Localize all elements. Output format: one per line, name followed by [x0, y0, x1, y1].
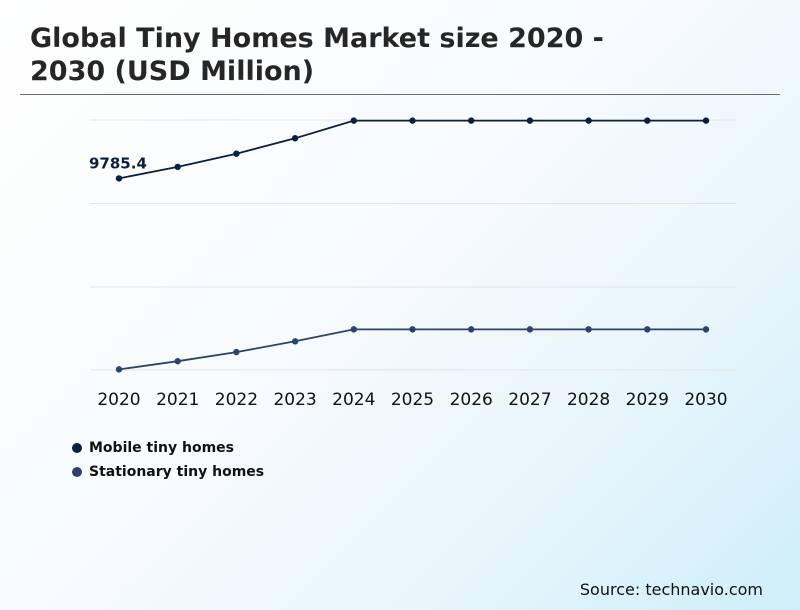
x-tick-label-2025: 2025 [391, 390, 434, 410]
data-point-0-4 [350, 117, 357, 124]
data-point-1-0 [115, 366, 123, 373]
x-tick-label-2023: 2023 [273, 390, 316, 410]
x-tick-label-2027: 2027 [508, 390, 551, 410]
data-label-0: 9785.4 [89, 154, 147, 172]
data-point-0-6 [468, 117, 475, 124]
legend-marker-mobile [72, 443, 82, 453]
data-point-1-2 [233, 348, 240, 356]
data-point-0-9 [644, 117, 651, 124]
legend-item-stationary: Stationary tiny homes [72, 460, 264, 484]
data-point-0-7 [526, 117, 534, 124]
data-point-0-8 [585, 117, 592, 124]
x-tick-label-2021: 2021 [156, 390, 199, 410]
x-tick-label-2029: 2029 [626, 390, 669, 410]
x-tick-label-2024: 2024 [332, 390, 375, 410]
data-point-0-1 [174, 163, 181, 171]
data-point-1-10 [702, 326, 710, 333]
data-point-0-3 [291, 135, 299, 142]
legend: Mobile tiny homes Stationary tiny homes [72, 436, 264, 484]
data-point-1-7 [526, 326, 534, 333]
data-point-1-5 [409, 326, 416, 333]
title-divider [20, 94, 780, 95]
legend-item-mobile: Mobile tiny homes [72, 436, 264, 460]
series-line-0 [118, 119, 706, 180]
x-tick-label-2030: 2030 [684, 390, 727, 410]
chart-title: Global Tiny Homes Market size 2020 - 203… [30, 23, 604, 87]
series-line-1 [118, 328, 706, 371]
data-point-0-2 [233, 150, 240, 157]
data-point-1-8 [585, 326, 592, 333]
data-point-0-10 [702, 117, 710, 124]
x-tick-label-2026: 2026 [450, 390, 493, 410]
x-tick-label-2028: 2028 [567, 390, 610, 410]
source-note: Source: technavio.com [579, 580, 763, 599]
legend-label-mobile: Mobile tiny homes [89, 440, 234, 456]
x-tick-label-2020: 2020 [97, 390, 140, 410]
line-chart: 9785.4 2020 2021 2022 2023 2024 2025 2026 2027 20… [89, 117, 736, 410]
data-point-1-4 [350, 326, 357, 333]
x-tick-label-2022: 2022 [215, 390, 258, 410]
data-point-1-6 [468, 326, 475, 333]
data-point-1-1 [174, 357, 181, 365]
data-point-1-3 [291, 338, 299, 345]
legend-label-stationary: Stationary tiny homes [89, 464, 265, 480]
data-point-1-9 [644, 326, 651, 333]
data-point-0-0 [115, 175, 123, 182]
data-point-0-5 [409, 117, 416, 124]
legend-marker-stationary [72, 467, 82, 477]
